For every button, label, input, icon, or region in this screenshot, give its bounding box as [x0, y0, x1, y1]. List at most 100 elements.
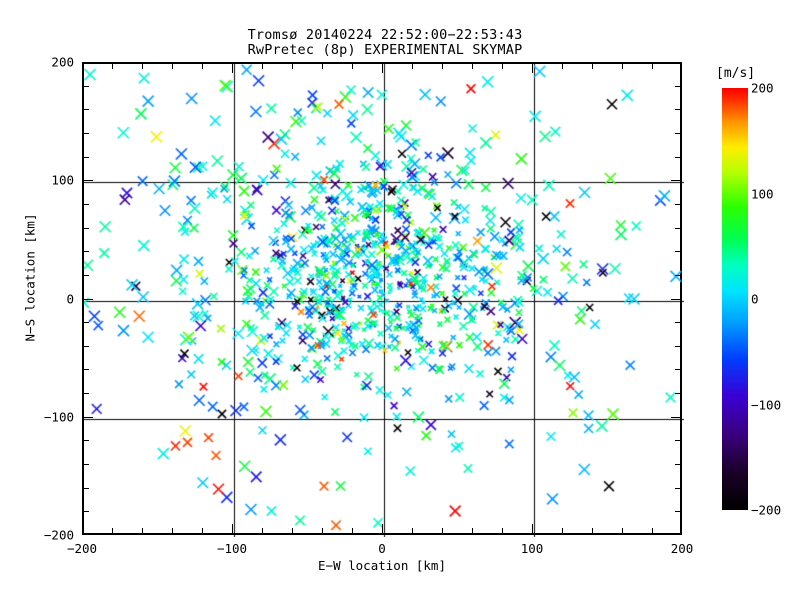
y-tick-left-40	[84, 251, 89, 253]
y-tick-right--160	[675, 487, 680, 489]
x-tick-top--100	[232, 64, 233, 73]
x-tick-bottom--160	[142, 528, 143, 533]
x-tick-bottom-0	[382, 524, 383, 533]
x-tick-top--140	[172, 64, 173, 69]
colorbar-tick--100: −100	[751, 397, 782, 412]
x-tick-top--120	[202, 64, 203, 69]
x-tick-top-140	[592, 64, 593, 69]
y-tick-right--140	[675, 464, 680, 466]
y-tick-left-0	[84, 298, 93, 300]
x-tick-top-100	[532, 64, 533, 73]
x-tick-bottom-20	[412, 528, 413, 533]
x-tick-bottom--100	[232, 524, 233, 533]
y-tick-right-60	[675, 227, 680, 229]
y-tick-left--80	[84, 393, 89, 395]
y-tick-right--120	[675, 440, 680, 442]
x-tick-top--160	[142, 64, 143, 69]
y-tick-label--200: −200	[43, 527, 74, 543]
x-tick-top--180	[112, 64, 113, 69]
x-tick-top-0	[382, 64, 383, 73]
y-tick-left--180	[84, 511, 89, 513]
y-tick-left-180	[84, 85, 89, 87]
y-tick-label--100: −100	[43, 409, 74, 425]
y-tick-right--100	[671, 416, 680, 418]
y-tick-right-120	[675, 156, 680, 158]
x-tick-label-100: 100	[520, 541, 544, 556]
x-tick-label--200: −200	[66, 541, 98, 556]
x-tick-bottom--20	[352, 528, 353, 533]
y-tick-right-40	[675, 251, 680, 253]
y-tick-left--60	[84, 369, 89, 371]
title-line-2: RwPretec (8p) EXPERIMENTAL SKYMAP	[247, 41, 523, 58]
colorbar: [m/s] −200 −100 0 100 200	[714, 62, 800, 542]
y-tick-left--120	[84, 440, 89, 442]
x-tick-bottom-40	[442, 528, 443, 533]
y-tick-label-200: 200	[51, 54, 74, 70]
x-tick-top-180	[652, 64, 653, 69]
y-tick-left--160	[84, 487, 89, 489]
y-tick-right-80	[675, 203, 680, 205]
y-tick-left-80	[84, 203, 89, 205]
y-tick-right-160	[675, 109, 680, 111]
x-tick-top-80	[502, 64, 503, 69]
y-tick-right-140	[675, 132, 680, 134]
y-tick-left-160	[84, 109, 89, 111]
y-tick-left--20	[84, 322, 89, 324]
x-tick-label-0: 0	[378, 541, 386, 556]
y-tick-right--20	[675, 322, 680, 324]
y-tick-label-100: 100	[51, 172, 74, 188]
y-tick-left-60	[84, 227, 89, 229]
colorbar-tick--200: −200	[751, 502, 782, 518]
x-tick-bottom--140	[172, 528, 173, 533]
y-tick-right-20	[675, 274, 680, 276]
title-line-1: Tromsø 20140224 22:52:00−22:53:43	[247, 27, 523, 43]
colorbar-gradient	[722, 88, 748, 510]
x-tick-label--100: −100	[216, 541, 248, 556]
x-tick-bottom-140	[592, 528, 593, 533]
colorbar-unit-label: [m/s]	[716, 66, 756, 81]
colorbar-canvas	[722, 88, 748, 510]
x-tick-top--80	[262, 64, 263, 69]
x-tick-bottom-180	[652, 528, 653, 533]
y-tick-right--60	[675, 369, 680, 371]
y-tick-right-0	[671, 298, 680, 300]
x-tick-top-40	[442, 64, 443, 69]
x-tick-bottom--60	[292, 528, 293, 533]
y-tick-right--40	[675, 345, 680, 347]
y-tick-left--40	[84, 345, 89, 347]
y-tick-left-140	[84, 132, 89, 134]
y-tick-left-100	[84, 180, 93, 182]
x-tick-top-120	[562, 64, 563, 69]
x-tick-bottom-160	[622, 528, 623, 533]
x-tick-bottom--120	[202, 528, 203, 533]
plot-area[interactable]	[82, 62, 684, 537]
y-axis-title: N−S location [km]	[22, 213, 38, 342]
y-tick-right--180	[675, 511, 680, 513]
y-tick-right-180	[675, 85, 680, 87]
y-tick-left--100	[84, 416, 93, 418]
x-tick-label-200: 200	[670, 541, 694, 556]
x-tick-top--60	[292, 64, 293, 69]
y-tick-label-0: 0	[66, 291, 74, 306]
x-tick-bottom-80	[502, 528, 503, 533]
figure-title: Tromsø 20140224 22:52:00−22:53:43 RwPret…	[0, 28, 770, 57]
x-tick-top--40	[322, 64, 323, 69]
scatter-plot-canvas	[84, 64, 684, 537]
x-tick-bottom--40	[322, 528, 323, 533]
x-tick-top-20	[412, 64, 413, 69]
y-tick-left-20	[84, 274, 89, 276]
x-tick-bottom-120	[562, 528, 563, 533]
colorbar-tick-0: 0	[751, 291, 759, 307]
x-tick-bottom-60	[472, 528, 473, 533]
x-tick-top-160	[622, 64, 623, 69]
y-tick-left-120	[84, 156, 89, 158]
x-tick-bottom--180	[112, 528, 113, 533]
colorbar-tick-100: 100	[751, 186, 774, 201]
x-tick-top-60	[472, 64, 473, 69]
y-tick-left--140	[84, 464, 89, 466]
colorbar-tick-200: 200	[751, 80, 774, 96]
y-tick-right--80	[675, 393, 680, 395]
y-tick-right-100	[671, 180, 680, 182]
x-tick-bottom--80	[262, 528, 263, 533]
